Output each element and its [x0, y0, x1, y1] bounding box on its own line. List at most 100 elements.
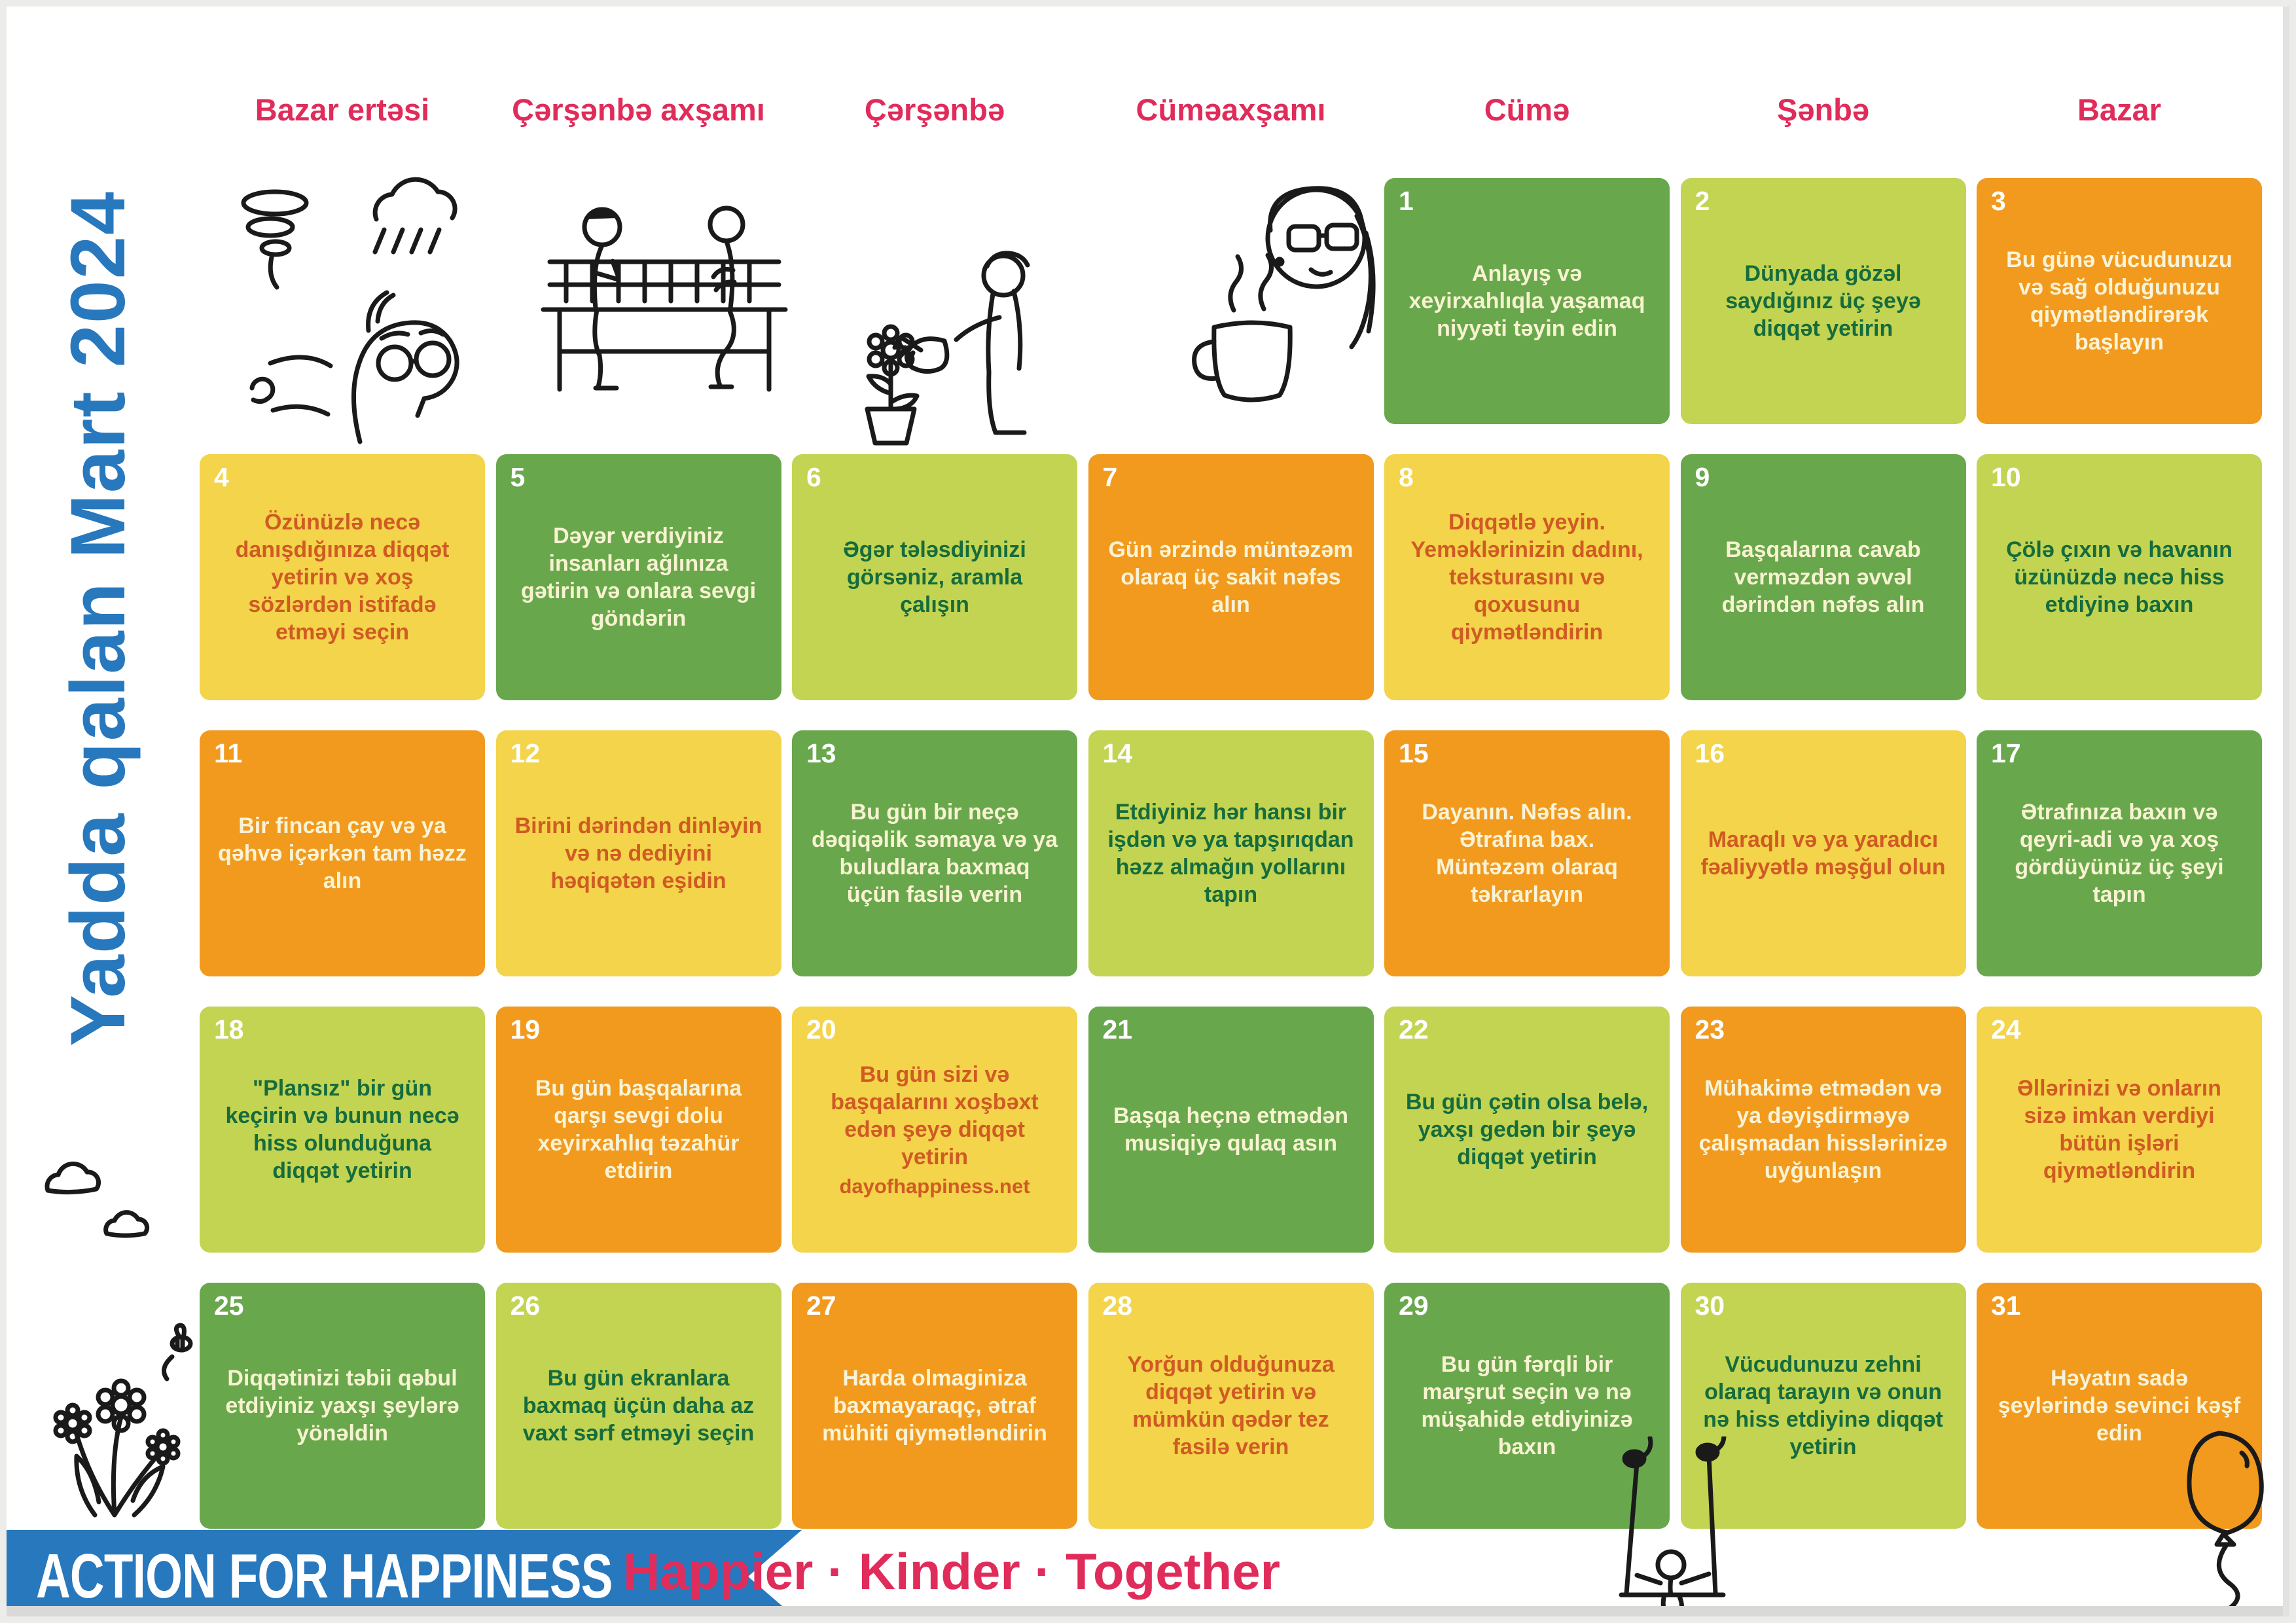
- day-action-text: Bu gün sizi və başqalarını xoşbəxt edən …: [831, 1061, 1039, 1170]
- day-number: 25: [214, 1291, 244, 1321]
- day-action-text: Maraqlı və ya yaradıcı fəaliyyətlə məşğu…: [1700, 827, 1946, 880]
- day-cell-13: 13 Bu gün bir neçə dəqiqəlik səmaya və ya…: [792, 730, 1077, 976]
- day-number: 22: [1399, 1014, 1429, 1044]
- day-action-text: Dəyər verdiyiniz insanları ağlınıza gəti…: [520, 523, 757, 632]
- day-action-text: Bu günə vücudunuzu və sağ olduğunuzu qiy…: [2006, 247, 2233, 355]
- day-number: 31: [1991, 1291, 2021, 1321]
- day-number: 12: [510, 738, 541, 768]
- day-action-text: Özünüzlə necə danışdığınıza diqqət yetir…: [235, 509, 450, 645]
- day-number: 27: [806, 1291, 836, 1321]
- day-cell-1: 1 Anlayış və xeyirxahlıqla yaşamaq niyyət…: [1384, 178, 1670, 424]
- day-action-text: Etdiyiniz hər hansı bir işdən və ya tapş…: [1107, 799, 1354, 908]
- day-action-text: Dayanın. Nəfəs alın. Ətrafına bax. Müntə…: [1422, 799, 1632, 908]
- day-action-text: Çölə çıxın və havanın üzünüzdə necə hiss…: [2006, 537, 2233, 618]
- weekday-header-6: Şənbə: [1776, 92, 1870, 127]
- day-number: 7: [1102, 462, 1118, 492]
- day-action-text: Bu gün ekranlara baxmaq üçün daha az vax…: [522, 1365, 755, 1446]
- day-action-text: Yorğun olduğunuza diqqət yetirin və mümk…: [1127, 1351, 1335, 1460]
- day-cell-29: 29 Bu gün fərqli bir marşrut seçin və nə …: [1384, 1283, 1670, 1529]
- day-cell-27: 27 Harda olmaginiza baxmayaraqç, ətraf mü…: [792, 1283, 1077, 1529]
- day-cell-3: 3 Bu günə vücudunuzu və sağ olduğunuzu qi…: [1977, 178, 2262, 424]
- weekday-header-3: Çərşənbə: [864, 92, 1005, 127]
- watering-flower-doodle: [828, 213, 1083, 448]
- day-number: 5: [510, 462, 526, 492]
- day-cell-30: 30 Vücudunuzu zehni olaraq tarayın və onu…: [1680, 1283, 1966, 1529]
- day-action-text: Bu gün bir neçə dəqiqəlik səmaya və ya b…: [811, 799, 1058, 908]
- day-number: 16: [1695, 738, 1725, 768]
- day-number: 3: [1991, 186, 2006, 216]
- day-cell-31: 31 Həyatın sadə şeylərində sevinci kəşf e…: [1977, 1283, 2262, 1529]
- day-number: 26: [510, 1291, 541, 1321]
- weekday-header-2: Çərşənbə axşamı: [512, 92, 765, 127]
- day-cell-26: 26 Bu gün ekranlara baxmaq üçün daha az v…: [495, 1283, 781, 1529]
- day-action-text: Dünyada gözəl saydığınız üç şeyə diqqət …: [1725, 260, 1921, 342]
- day-cell-14: 14 Etdiyiniz hər hansı bir işdən və ya ta…: [1088, 730, 1374, 976]
- day-action-text: Gün ərzində müntəzəm olaraq üç sakit nəf…: [1108, 537, 1354, 618]
- tagline: Happier · Kinder · Together: [623, 1543, 1280, 1600]
- day-action-text: Bir fincan çay və ya qəhvə içərkən tam h…: [218, 813, 467, 894]
- day-action-text: Bu gün başqalarına qarşı sevgi dolu xeyi…: [535, 1075, 742, 1184]
- day-action-text: Birini dərindən dinləyin və nə dediyini …: [514, 813, 762, 894]
- day-action-text: Başqalarına cavab verməzdən əvvəl dərind…: [1721, 537, 1925, 618]
- day-action-text: Ətrafınıza baxın və qeyri-adi və ya xoş …: [2015, 799, 2224, 908]
- balloon-doodle: [2150, 1414, 2287, 1610]
- day-cell-9: 9 Başqalarına cavab verməzdən əvvəl dərin…: [1680, 454, 1966, 700]
- day-action-text: Diqqətinizi təbii qəbul etdiyiniz yaxşı …: [225, 1365, 459, 1446]
- day-cell-24: 24 Əllərinizi və onların sizə imkan verdi…: [1977, 1007, 2262, 1253]
- day-action-text: Başqa heçnə etmədən musiqiyə qulaq asın: [1113, 1103, 1349, 1156]
- day-cell-11: 11 Bir fincan çay və ya qəhvə içərkən tam…: [200, 730, 485, 976]
- day-number: 8: [1399, 462, 1414, 492]
- weekday-header-7: Bazar: [2077, 92, 2161, 127]
- day-action-text: Əllərinizi və onların sizə imkan verdiyi…: [2017, 1075, 2221, 1184]
- day-cell-15: 15 Dayanın. Nəfəs alın. Ətrafına bax. Mün…: [1384, 730, 1670, 976]
- day-cell-22: 22 Bu gün çətin olsa belə, yaxşı gedən bi…: [1384, 1007, 1670, 1253]
- banner-text: ACTION FOR HAPPINESS: [36, 1541, 613, 1611]
- day-cell-18: 18 "Plansız" bir gün keçirin və bunun nec…: [200, 1007, 485, 1253]
- day-cell-10: 10 Çölə çıxın və havanın üzünüzdə necə hi…: [1977, 454, 2262, 700]
- day-number: 30: [1695, 1291, 1725, 1321]
- day-number: 18: [214, 1014, 244, 1044]
- day-number: 13: [806, 738, 836, 768]
- day-number: 9: [1695, 462, 1710, 492]
- day-number: 10: [1991, 462, 2021, 492]
- day-action-text: Bu gün fərqli bir marşrut seçin və nə mü…: [1421, 1351, 1633, 1460]
- swing-on-notes-doodle: [1587, 1436, 1751, 1623]
- day-cell-5: 5 Dəyər verdiyiniz insanları ağlınıza gət…: [495, 454, 781, 700]
- day-number: 15: [1399, 738, 1429, 768]
- day-action-text: Bu gün çətin olsa belə, yaxşı gedən bir …: [1405, 1089, 1649, 1170]
- day-number: 1: [1399, 186, 1414, 216]
- day-number: 2: [1695, 186, 1710, 216]
- daffodils-doodle: [16, 1306, 219, 1522]
- bench-conversation-doodle: [504, 187, 825, 412]
- day-number: 29: [1399, 1291, 1429, 1321]
- day-number: 4: [214, 462, 229, 492]
- day-cell-19: 19 Bu gün başqalarına qarşı sevgi dolu xe…: [495, 1007, 781, 1253]
- day-action-text: Həyatın sadə şeylərində sevinci kəşf edi…: [1998, 1365, 2241, 1446]
- day-cell-8: 8 Diqqətlə yeyin. Yeməklərinizin dadını, …: [1384, 454, 1670, 700]
- day-number: 21: [1102, 1014, 1133, 1044]
- day-action-text: Harda olmaginiza baxmayaraqç, ətraf mühi…: [822, 1365, 1047, 1446]
- day-cell-20: 20 Bu gün sizi və başqalarını xoşbəxt edə…: [792, 1007, 1077, 1253]
- day-cell-6: 6 Əgər tələsdiyinizi görsəniz, aramla çal…: [792, 454, 1077, 700]
- day-number: 6: [806, 462, 821, 492]
- day-cell-7: 7 Gün ərzində müntəzəm olaraq üç sakit nə…: [1088, 454, 1374, 700]
- weekday-header-5: Cümə: [1484, 92, 1570, 127]
- day-action-text: Anlayış və xeyirxahlıqla yaşamaq niyyəti…: [1408, 260, 1645, 342]
- weekday-header-4: Cüməaxşamı: [1136, 92, 1326, 127]
- day-cell-2: 2 Dünyada gözəl saydığınız üç şeyə diqqət…: [1680, 178, 1966, 424]
- day-number: 24: [1991, 1014, 2021, 1044]
- day-cell-4: 4 Özünüzlə necə danışdığınıza diqqət yeti…: [200, 454, 485, 700]
- day-cell-21: 21 Başqa heçnə etmədən musiqiyə qulaq ası…: [1088, 1007, 1374, 1253]
- calendar-title-vertical: Yadda qalan Mart 2024: [55, 190, 141, 1046]
- day-number: 14: [1102, 738, 1133, 768]
- day-number: 11: [214, 738, 243, 768]
- day-cell-12: 12 Birini dərindən dinləyin və nə dediyin…: [495, 730, 781, 976]
- day-action-text: Vücudunuzu zehni olaraq tarayın və onun …: [1703, 1351, 1943, 1460]
- day-cell-28: 28 Yorğun olduğunuza diqqət yetirin və mü…: [1088, 1283, 1374, 1529]
- day-number: 28: [1102, 1291, 1133, 1321]
- day-number: 20: [806, 1014, 836, 1044]
- weekday-header-1: Bazar ertəsi: [255, 92, 430, 127]
- clouds-doodle: [29, 1149, 180, 1260]
- day-action-text: "Plansız" bir gün keçirin və bunun necə …: [225, 1075, 459, 1184]
